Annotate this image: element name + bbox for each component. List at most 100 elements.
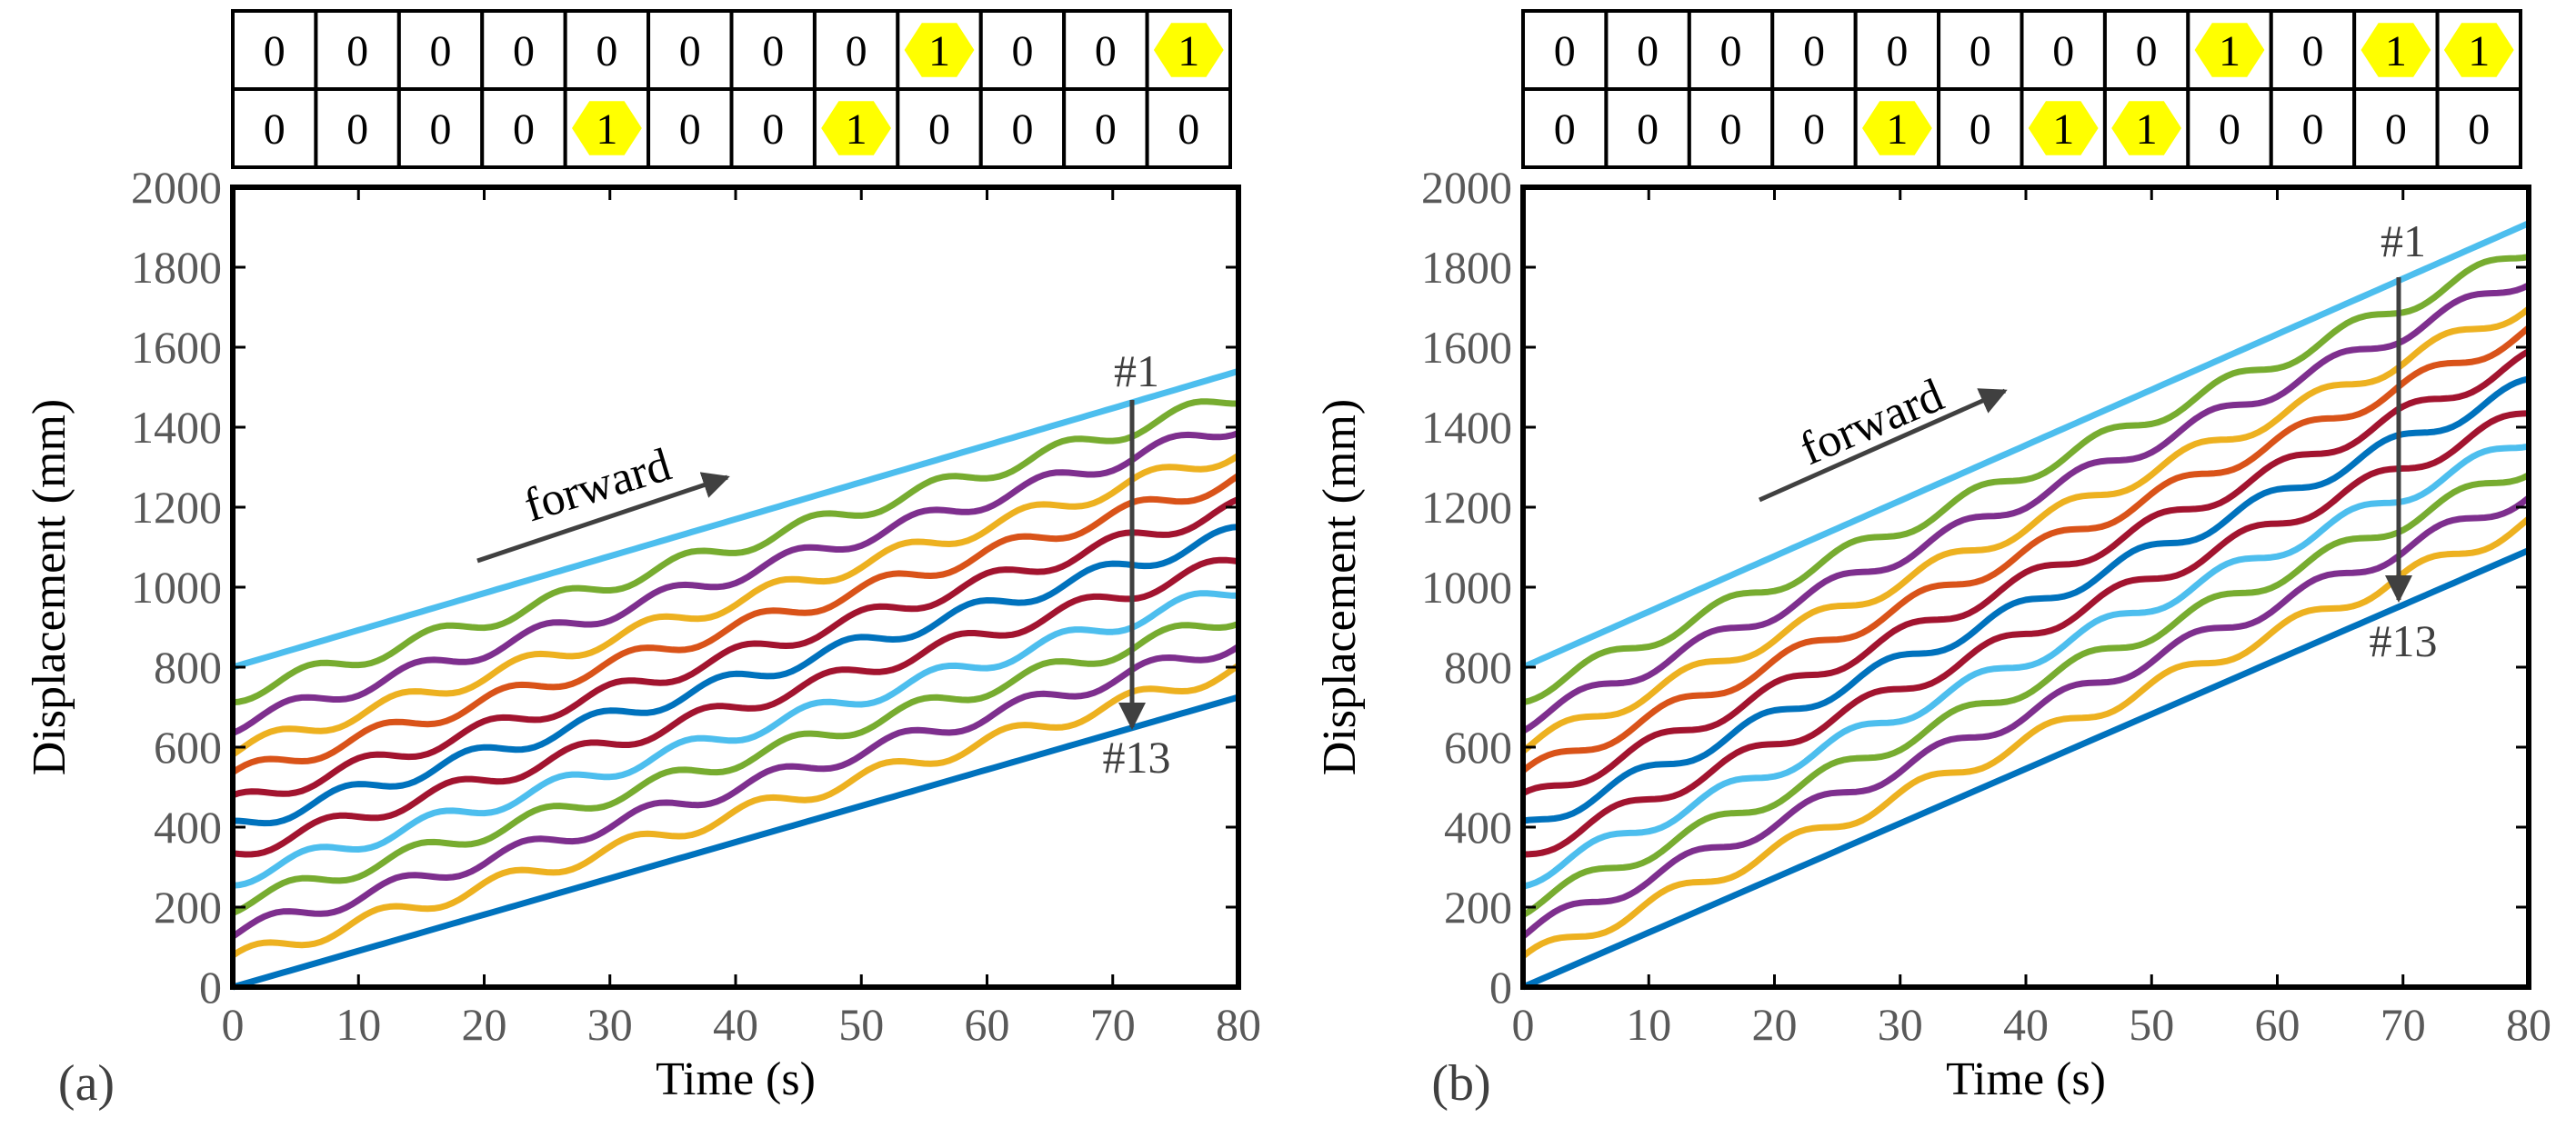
bit-value: 1 [1886,105,1908,154]
bit-value: 0 [2136,27,2158,75]
y-tick-label: 2000 [131,162,222,213]
series-line [1520,494,2531,939]
series-line [1520,515,2531,959]
y-tick-label: 0 [199,962,222,1013]
series-line [1521,220,2531,671]
series-line [231,663,1240,959]
x-tick-label: 40 [713,999,758,1050]
y-tick-label: 200 [154,882,222,933]
series-line [1520,305,2531,754]
forward-label: forward [1793,369,1951,475]
y-tick-label: 800 [154,642,222,693]
bit-value: 0 [1178,105,1199,154]
forward-arrow [1758,388,2008,503]
bit-cell [1521,9,1609,91]
bit-value: 0 [2385,105,2407,154]
bit-value: 0 [846,27,867,75]
bit-value: 0 [1970,27,1991,75]
bit-value: 0 [430,105,452,154]
bit-value: 0 [1095,27,1117,75]
y-axis-label: Displacement (mm) [1314,399,1366,775]
bit-value: 0 [1803,27,1825,75]
x-tick-label: 50 [838,999,884,1050]
x-tick-label: 30 [1878,999,1923,1050]
panel-label: (a) [58,1055,115,1112]
forward-label: forward [518,439,677,533]
series-start-label: #1 [1114,345,1159,396]
series-line [231,496,1240,799]
series-line [231,453,1240,758]
bit-grid: 0 0 0 0 0 0 0 0 1 0 1 1 0 0 0 0 1 0 1 1 0 0 0 0 [1521,9,2522,169]
x-tick-label: 20 [462,999,507,1050]
bit-value: 0 [2219,105,2240,154]
series-line [1522,443,2530,890]
x-tick-label: 10 [1626,999,1671,1050]
bit-highlight-hexagon [904,23,975,77]
x-tick-label: 20 [1752,999,1798,1050]
bit-cell [729,87,817,169]
series-line [231,473,1240,775]
bit-value: 0 [2468,105,2490,154]
series-line [232,694,1239,991]
y-tick-label: 1200 [1421,482,1512,533]
y-tick-label: 800 [1444,642,1512,693]
bit-value: 0 [679,27,701,75]
panel-a: 0 0 0 0 0 0 0 0 1 0 0 10 0 0 0 1 0 0 1 0 0 0 00 10 20 30 40 50 60 70 8… [24,9,1261,1112]
bit-value: 0 [1554,105,1576,154]
bit-value: 0 [1803,105,1825,154]
bit-value: 0 [1637,105,1659,154]
bit-highlight-hexagon [2194,23,2265,77]
series-line [1521,282,2531,734]
y-axis-label: Displacement (mm) [24,399,75,775]
bit-value: 0 [1886,27,1908,75]
y-tick-label: 600 [1444,722,1512,773]
x-tick-label: 60 [2255,999,2300,1050]
bit-cell [396,87,485,169]
bit-cell [1687,87,1775,169]
series-line [232,368,1239,671]
x-tick-label: 30 [587,999,633,1050]
bit-value: 0 [346,27,368,75]
series-end-label: #13 [2370,615,2438,666]
series-line [231,621,1240,916]
y-tick-label: 1000 [131,562,222,613]
bit-highlight-hexagon [2443,23,2514,77]
bit-value: 0 [928,105,950,154]
bit-value: 0 [1554,27,1576,75]
series-group [1520,220,2531,991]
bit-value: 0 [2052,27,2074,75]
bit-value: 1 [2219,27,2240,75]
y-tick-label: 1400 [1421,402,1512,453]
y-tick-label: 400 [154,802,222,853]
bit-cell [231,87,318,169]
bit-highlight-hexagon [1862,101,1932,155]
y-tick-label: 1200 [131,482,222,533]
bit-value: 1 [596,105,617,154]
x-tick-label: 60 [965,999,1010,1050]
bit-highlight-hexagon [2028,101,2099,155]
series-line [1521,547,2531,991]
x-tick-label: 10 [336,999,381,1050]
plot-frame [1520,185,2531,990]
bit-cell [647,87,734,169]
y-tick-label: 1600 [1421,322,1512,373]
bit-highlight-hexagon [572,101,642,155]
y-tick-label: 1800 [131,242,222,293]
x-axis-label: Time (s) [1946,1053,2106,1105]
bit-value: 0 [1970,105,1991,154]
x-tick-label: 80 [1216,999,1261,1050]
bit-value: 0 [513,105,535,154]
bit-value: 1 [2052,105,2074,154]
plot-frame [230,185,1241,990]
panel-label: (b) [1431,1055,1490,1112]
bit-value: 0 [762,27,784,75]
bit-value: 0 [679,105,701,154]
bit-value: 1 [1178,27,1199,75]
bit-highlight-hexagon [2111,101,2181,155]
bit-cell [1937,87,2024,169]
bit-value: 1 [2468,27,2490,75]
bit-value: 0 [264,105,286,154]
bit-cell [1062,9,1149,91]
bit-value: 0 [2301,105,2323,154]
